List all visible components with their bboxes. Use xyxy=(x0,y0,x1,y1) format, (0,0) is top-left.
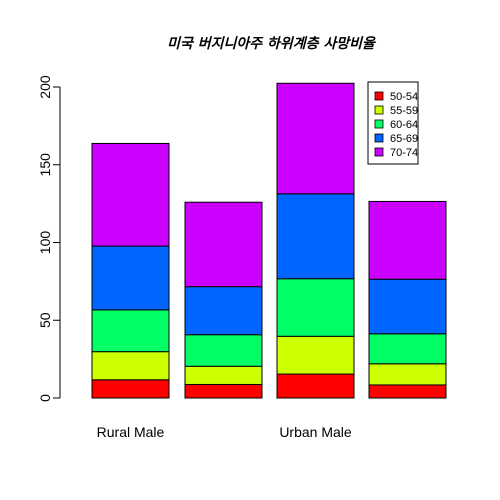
bar-stack xyxy=(91,142,170,399)
bar-segment-65-69 xyxy=(276,193,355,280)
bar-segment-50-54 xyxy=(91,379,170,399)
bar-stack xyxy=(276,82,355,399)
bar-segment-50-54 xyxy=(184,383,263,399)
bar-segment-55-59 xyxy=(276,335,355,375)
legend-label: 55-59 xyxy=(390,105,418,117)
bar-stack xyxy=(368,200,447,399)
bar-segment-65-69 xyxy=(91,245,170,311)
bar-segment-70-74 xyxy=(91,142,170,247)
legend-label: 65-69 xyxy=(390,133,418,145)
bar-segment-65-69 xyxy=(184,286,263,336)
y-axis: 0 50 100 150 200 xyxy=(37,75,61,402)
bar-segment-50-54 xyxy=(368,384,447,399)
x-category-label: Rural Male xyxy=(97,424,165,440)
legend-label: 50-54 xyxy=(390,91,418,103)
y-tick-label: 100 xyxy=(37,231,53,255)
bar-segment-70-74 xyxy=(184,201,263,288)
category-labels: Rural Male Urban Male xyxy=(97,424,352,440)
legend-swatch xyxy=(374,91,384,101)
legend-swatch xyxy=(374,105,384,115)
bar-segment-50-54 xyxy=(276,373,355,399)
legend-swatch xyxy=(374,147,384,157)
bars xyxy=(91,82,447,399)
bar-segment-60-64 xyxy=(91,309,170,353)
bar-stack xyxy=(184,201,263,399)
y-tick-label: 150 xyxy=(37,153,53,177)
bar-segment-70-74 xyxy=(276,82,355,195)
legend-swatch xyxy=(374,133,384,143)
bar-segment-55-59 xyxy=(91,351,170,381)
bar-segment-55-59 xyxy=(184,365,263,385)
legend-label: 60-64 xyxy=(390,119,418,131)
bar-segment-60-64 xyxy=(276,278,355,337)
y-tick-label: 200 xyxy=(37,75,53,99)
chart-title: 미국 버지니아주 하위계층 사망비율 xyxy=(167,36,377,52)
x-category-label: Urban Male xyxy=(279,424,352,440)
bar-segment-55-59 xyxy=(368,363,447,386)
bar-segment-65-69 xyxy=(368,278,447,335)
y-tick-label: 50 xyxy=(37,312,53,328)
bar-segment-60-64 xyxy=(368,333,447,365)
bar-segment-60-64 xyxy=(184,334,263,367)
legend-label: 70-74 xyxy=(390,147,418,159)
legend: 50-54 55-59 60-64 65-69 70-74 xyxy=(367,81,419,165)
bar-segment-70-74 xyxy=(368,200,447,280)
legend-swatch xyxy=(374,119,384,129)
y-tick-label: 0 xyxy=(37,394,53,402)
